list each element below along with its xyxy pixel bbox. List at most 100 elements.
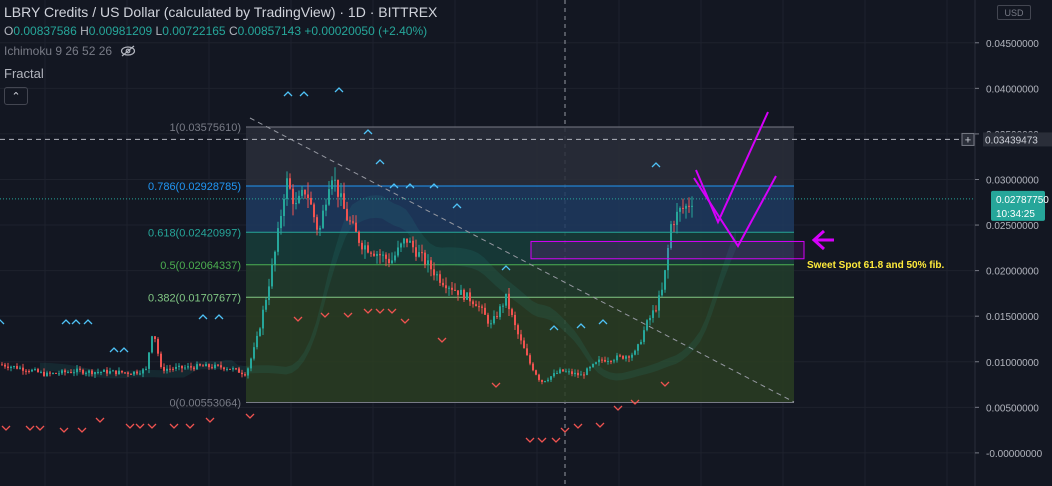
candle-body — [691, 205, 693, 207]
fractal-down-icon — [59, 427, 69, 433]
candle-body — [217, 364, 219, 366]
high-value: 0.00981209 — [88, 24, 153, 38]
candle-body — [307, 194, 309, 198]
candle-body — [415, 247, 417, 257]
projection-path-upper — [695, 111, 769, 225]
candle-body — [652, 310, 654, 318]
plus-icon: + — [965, 134, 971, 146]
fractal-down-icon — [630, 399, 640, 405]
candle-body — [148, 352, 150, 369]
candle-body — [193, 367, 195, 370]
candle-body — [664, 270, 666, 290]
candle-body — [271, 264, 273, 287]
candle-body — [211, 367, 213, 369]
eye-hidden-icon[interactable] — [120, 45, 136, 57]
collapse-legend-button[interactable]: ⌃ — [4, 87, 28, 105]
candle-body — [334, 179, 336, 181]
candle-body — [601, 359, 603, 361]
candle-body — [46, 372, 48, 376]
candle-body — [484, 307, 486, 315]
candle-body — [490, 323, 492, 325]
candle-body — [280, 216, 282, 229]
candle-body — [619, 355, 621, 357]
fib-level-label: 0.5(0.02064337) — [160, 260, 241, 272]
candle-body — [406, 238, 408, 243]
candle-body — [169, 368, 171, 370]
candle-body — [286, 178, 288, 200]
candle-body — [661, 289, 663, 296]
candle-body — [337, 179, 339, 197]
candle-body — [220, 365, 222, 368]
candle-body — [196, 364, 198, 370]
fractal-up-icon — [375, 159, 385, 165]
axis-tick-label: 0.01500000 — [986, 312, 1039, 323]
fib-level-label: 0.786(0.02928785) — [148, 181, 241, 193]
candle-body — [49, 372, 51, 374]
candle-body — [91, 370, 93, 375]
candle-body — [565, 371, 567, 373]
candle-body — [175, 366, 177, 369]
fractal-up-icon — [71, 319, 81, 325]
candle-body — [568, 371, 570, 373]
sweet-spot-annotation: Sweet Spot 61.8 and 50% fib. — [807, 260, 944, 271]
projection-path-lower — [693, 175, 777, 248]
candle-body — [10, 366, 12, 368]
add-alert-button — [961, 132, 975, 146]
candle-body — [430, 260, 432, 270]
candle-body — [457, 290, 459, 295]
candle-body — [16, 366, 18, 369]
candle-body — [538, 374, 540, 380]
fractal-down-icon — [595, 422, 605, 428]
candle-body — [106, 369, 108, 374]
candle-body — [403, 238, 405, 244]
high-label: H — [80, 24, 89, 38]
fractal-down-icon — [185, 423, 195, 429]
candle-body — [562, 369, 564, 372]
candle-body — [475, 304, 477, 307]
candle-body — [685, 205, 687, 209]
candle-body — [577, 372, 579, 376]
low-value: 0.00722165 — [162, 24, 226, 38]
symbol-title[interactable]: LBRY Credits / US Dollar (calculated by … — [4, 4, 438, 20]
candle-body — [514, 314, 516, 326]
indicator-fractal[interactable]: Fractal — [4, 66, 44, 81]
candle-body — [301, 189, 303, 196]
fib-zone — [246, 264, 794, 298]
candle-body — [316, 217, 318, 230]
candle-body — [622, 355, 624, 359]
candle-body — [688, 205, 690, 207]
chart-legend: LBRY Credits / US Dollar (calculated by … — [4, 4, 437, 105]
candle-body — [19, 367, 21, 369]
fractal-up-icon — [119, 347, 129, 353]
fractal-down-icon — [660, 381, 670, 387]
open-value: 0.00837586 — [13, 24, 77, 38]
candle-body — [304, 189, 306, 195]
candlesticks — [1, 167, 693, 385]
candle-body — [373, 253, 375, 256]
candle-body — [352, 221, 354, 223]
candle-body — [676, 211, 678, 225]
price-axis[interactable]: 0.045000000.040000000.035000000.03000000… — [961, 0, 1052, 486]
fib-zone — [246, 297, 794, 403]
candle-body — [28, 370, 30, 372]
fibonacci-retracement[interactable]: 1(0.03575610) 0.786(0.02928785) 0.618(0.02… — [0, 117, 975, 409]
user-drawings[interactable]: Sweet Spot 61.8 and 50% fib. — [530, 111, 944, 271]
candle-body — [319, 227, 321, 230]
candle-body — [571, 371, 573, 375]
candle-body — [244, 374, 246, 376]
indicator-ichimoku[interactable]: Ichimoku 9 26 52 26 — [4, 44, 437, 58]
currency-button[interactable]: USD — [997, 5, 1031, 20]
candle-body — [391, 260, 393, 264]
candle-body — [361, 242, 363, 250]
fractal-down-icon — [135, 423, 145, 429]
candle-body — [364, 245, 366, 250]
candle-body — [283, 199, 285, 217]
candle-body — [250, 358, 252, 369]
fractal-down-icon — [343, 312, 353, 318]
candle-body — [385, 254, 387, 259]
candle-body — [646, 320, 648, 331]
candle-body — [256, 335, 258, 348]
candle-body — [52, 372, 54, 374]
candle-body — [592, 363, 594, 368]
